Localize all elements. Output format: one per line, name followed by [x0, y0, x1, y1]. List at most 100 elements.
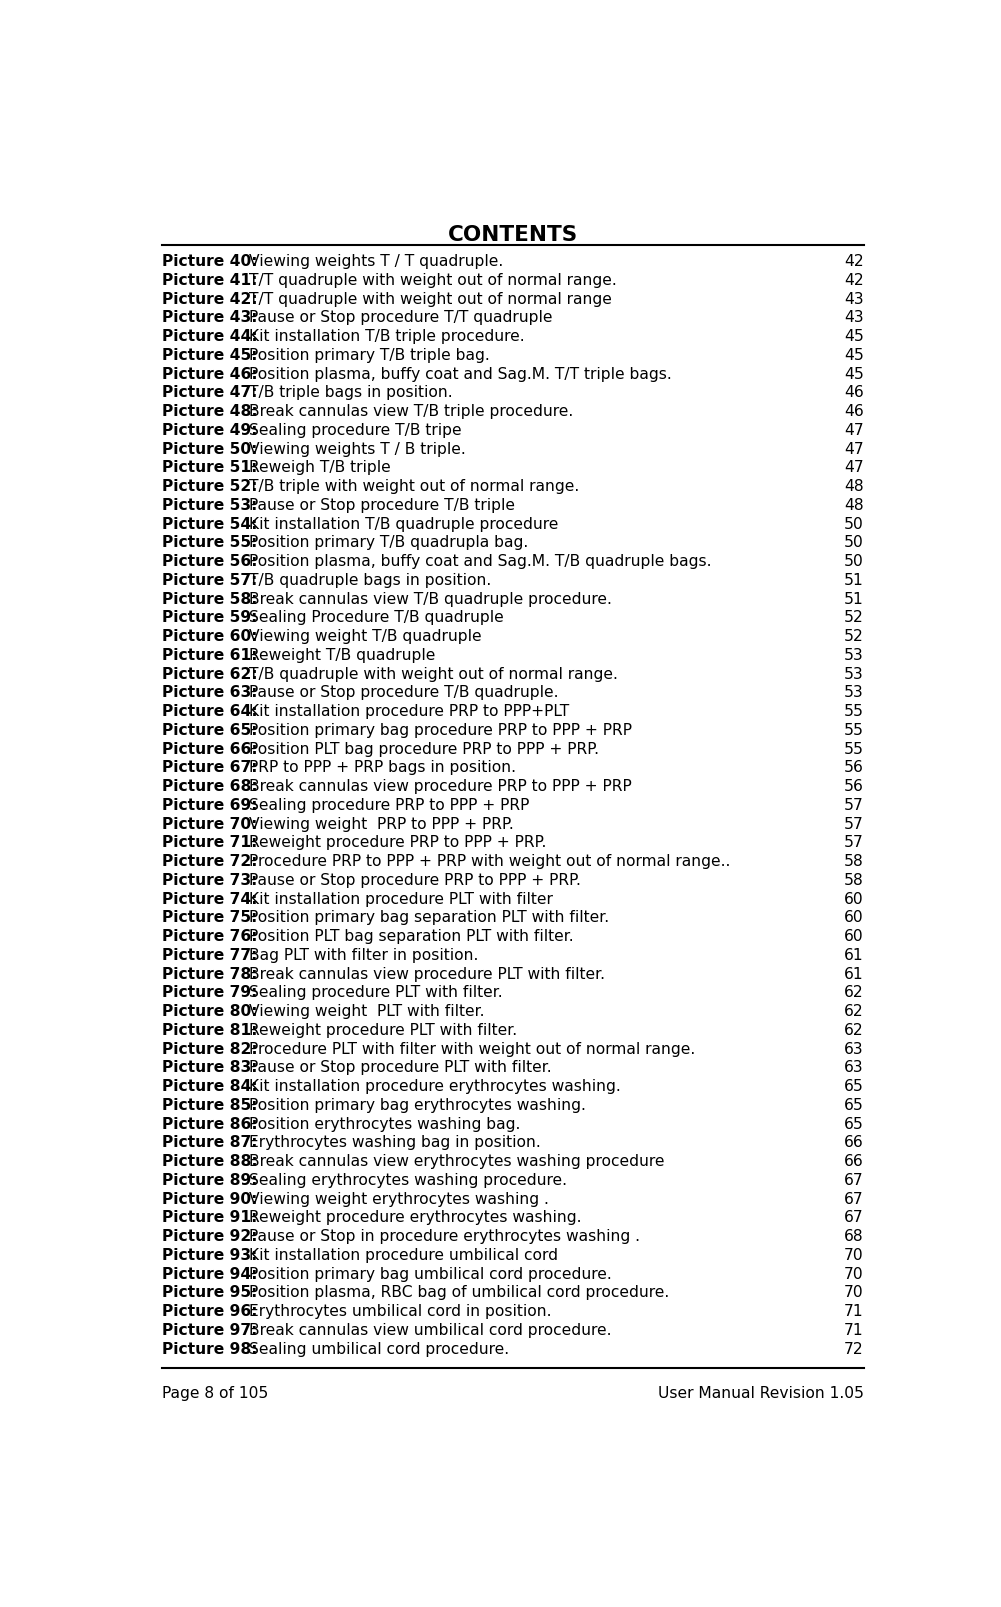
Text: 68: 68: [844, 1229, 864, 1244]
Text: Break cannulas view procedure PRP to PPP + PRP: Break cannulas view procedure PRP to PPP…: [249, 779, 632, 794]
Text: Reweight T/B quadruple: Reweight T/B quadruple: [249, 648, 435, 662]
Text: Kit installation procedure PRP to PPP+PLT: Kit installation procedure PRP to PPP+PL…: [249, 704, 570, 718]
Text: Sealing procedure PLT with filter.: Sealing procedure PLT with filter.: [249, 985, 503, 1000]
Text: Procedure PRP to PPP + PRP with weight out of normal range..: Procedure PRP to PPP + PRP with weight o…: [249, 853, 731, 869]
Text: 65: 65: [844, 1098, 864, 1112]
Text: 43: 43: [844, 310, 864, 325]
Text: Picture 92:: Picture 92:: [162, 1229, 258, 1244]
Text: Kit installation T/B triple procedure.: Kit installation T/B triple procedure.: [249, 329, 525, 344]
Text: 42: 42: [844, 254, 864, 268]
Text: 56: 56: [844, 779, 864, 794]
Text: Picture 96:: Picture 96:: [162, 1305, 258, 1319]
Text: 50: 50: [844, 535, 864, 550]
Text: Picture 68:: Picture 68:: [162, 779, 258, 794]
Text: Picture 93:: Picture 93:: [162, 1249, 257, 1263]
Text: 50: 50: [844, 554, 864, 569]
Text: Picture 84:: Picture 84:: [162, 1078, 258, 1094]
Text: 60: 60: [844, 910, 864, 926]
Text: Viewing weight  PLT with filter.: Viewing weight PLT with filter.: [249, 1004, 484, 1019]
Text: Picture 78:: Picture 78:: [162, 966, 258, 982]
Text: Break cannulas view T/B triple procedure.: Break cannulas view T/B triple procedure…: [249, 403, 574, 419]
Text: Picture 97:: Picture 97:: [162, 1323, 257, 1339]
Text: Kit installation procedure umbilical cord: Kit installation procedure umbilical cor…: [249, 1249, 559, 1263]
Text: Picture 70:: Picture 70:: [162, 816, 257, 831]
Text: 51: 51: [844, 572, 864, 588]
Text: Picture 46:: Picture 46:: [162, 366, 258, 381]
Text: Position plasma, RBC bag of umbilical cord procedure.: Position plasma, RBC bag of umbilical co…: [249, 1286, 670, 1300]
Text: 55: 55: [844, 704, 864, 718]
Text: Picture 59:: Picture 59:: [162, 611, 257, 625]
Text: Picture 42:: Picture 42:: [162, 291, 258, 307]
Text: 63: 63: [844, 1041, 864, 1056]
Text: 47: 47: [844, 423, 864, 437]
Text: Position primary bag umbilical cord procedure.: Position primary bag umbilical cord proc…: [249, 1266, 612, 1282]
Text: Picture 83:: Picture 83:: [162, 1061, 258, 1075]
Text: Sealing erythrocytes washing procedure.: Sealing erythrocytes washing procedure.: [249, 1173, 568, 1188]
Text: Position primary bag separation PLT with filter.: Position primary bag separation PLT with…: [249, 910, 610, 926]
Text: Position primary bag procedure PRP to PPP + PRP: Position primary bag procedure PRP to PP…: [249, 723, 633, 738]
Text: Picture 49:: Picture 49:: [162, 423, 258, 437]
Text: 46: 46: [844, 386, 864, 400]
Text: Bag PLT with filter in position.: Bag PLT with filter in position.: [249, 948, 478, 963]
Text: 58: 58: [844, 873, 864, 887]
Text: Sealing umbilical cord procedure.: Sealing umbilical cord procedure.: [249, 1342, 510, 1356]
Text: 55: 55: [844, 741, 864, 757]
Text: 52: 52: [844, 611, 864, 625]
Text: 66: 66: [844, 1135, 864, 1151]
Text: Picture 90:: Picture 90:: [162, 1191, 257, 1207]
Text: Viewing weights T / T quadruple.: Viewing weights T / T quadruple.: [249, 254, 504, 268]
Text: 55: 55: [844, 723, 864, 738]
Text: 46: 46: [844, 403, 864, 419]
Text: 60: 60: [844, 892, 864, 906]
Text: Pause or Stop procedure PLT with filter.: Pause or Stop procedure PLT with filter.: [249, 1061, 552, 1075]
Text: T/B quadruple with weight out of normal range.: T/B quadruple with weight out of normal …: [249, 667, 619, 681]
Text: Picture 66:: Picture 66:: [162, 741, 258, 757]
Text: T/B triple with weight out of normal range.: T/B triple with weight out of normal ran…: [249, 479, 580, 493]
Text: 70: 70: [844, 1249, 864, 1263]
Text: 53: 53: [844, 685, 864, 701]
Text: 71: 71: [844, 1323, 864, 1339]
Text: 53: 53: [844, 667, 864, 681]
Text: Picture 75:: Picture 75:: [162, 910, 257, 926]
Text: Picture 64:: Picture 64:: [162, 704, 258, 718]
Text: Picture 72:: Picture 72:: [162, 853, 258, 869]
Text: 48: 48: [844, 498, 864, 513]
Text: Picture 53:: Picture 53:: [162, 498, 257, 513]
Text: 43: 43: [844, 291, 864, 307]
Text: Pause or Stop procedure T/B triple: Pause or Stop procedure T/B triple: [249, 498, 516, 513]
Text: 62: 62: [844, 1004, 864, 1019]
Text: Sealing procedure T/B tripe: Sealing procedure T/B tripe: [249, 423, 461, 437]
Text: Picture 87:: Picture 87:: [162, 1135, 258, 1151]
Text: Break cannulas view T/B quadruple procedure.: Break cannulas view T/B quadruple proced…: [249, 591, 613, 606]
Text: Picture 98:: Picture 98:: [162, 1342, 258, 1356]
Text: 52: 52: [844, 628, 864, 644]
Text: Viewing weight erythrocytes washing .: Viewing weight erythrocytes washing .: [249, 1191, 550, 1207]
Text: Kit installation T/B quadruple procedure: Kit installation T/B quadruple procedure: [249, 516, 559, 532]
Text: Picture 67:: Picture 67:: [162, 760, 258, 775]
Text: Position primary T/B triple bag.: Position primary T/B triple bag.: [249, 347, 490, 363]
Text: Sealing procedure PRP to PPP + PRP: Sealing procedure PRP to PPP + PRP: [249, 797, 530, 813]
Text: 58: 58: [844, 853, 864, 869]
Text: Picture 62:: Picture 62:: [162, 667, 258, 681]
Text: 61: 61: [844, 948, 864, 963]
Text: Pause or Stop procedure T/T quadruple: Pause or Stop procedure T/T quadruple: [249, 310, 553, 325]
Text: 70: 70: [844, 1266, 864, 1282]
Text: Picture 51:: Picture 51:: [162, 460, 257, 476]
Text: Viewing weight  PRP to PPP + PRP.: Viewing weight PRP to PPP + PRP.: [249, 816, 514, 831]
Text: 63: 63: [844, 1061, 864, 1075]
Text: 67: 67: [844, 1191, 864, 1207]
Text: Erythrocytes umbilical cord in position.: Erythrocytes umbilical cord in position.: [249, 1305, 552, 1319]
Text: Picture 79:: Picture 79:: [162, 985, 257, 1000]
Text: 57: 57: [844, 816, 864, 831]
Text: Break cannulas view procedure PLT with filter.: Break cannulas view procedure PLT with f…: [249, 966, 606, 982]
Text: PRP to PPP + PRP bags in position.: PRP to PPP + PRP bags in position.: [249, 760, 517, 775]
Text: 47: 47: [844, 460, 864, 476]
Text: T/B quadruple bags in position.: T/B quadruple bags in position.: [249, 572, 491, 588]
Text: 71: 71: [844, 1305, 864, 1319]
Text: Picture 58:: Picture 58:: [162, 591, 258, 606]
Text: 42: 42: [844, 273, 864, 288]
Text: 53: 53: [844, 648, 864, 662]
Text: Picture 76:: Picture 76:: [162, 929, 258, 943]
Text: Picture 61:: Picture 61:: [162, 648, 258, 662]
Text: 72: 72: [844, 1342, 864, 1356]
